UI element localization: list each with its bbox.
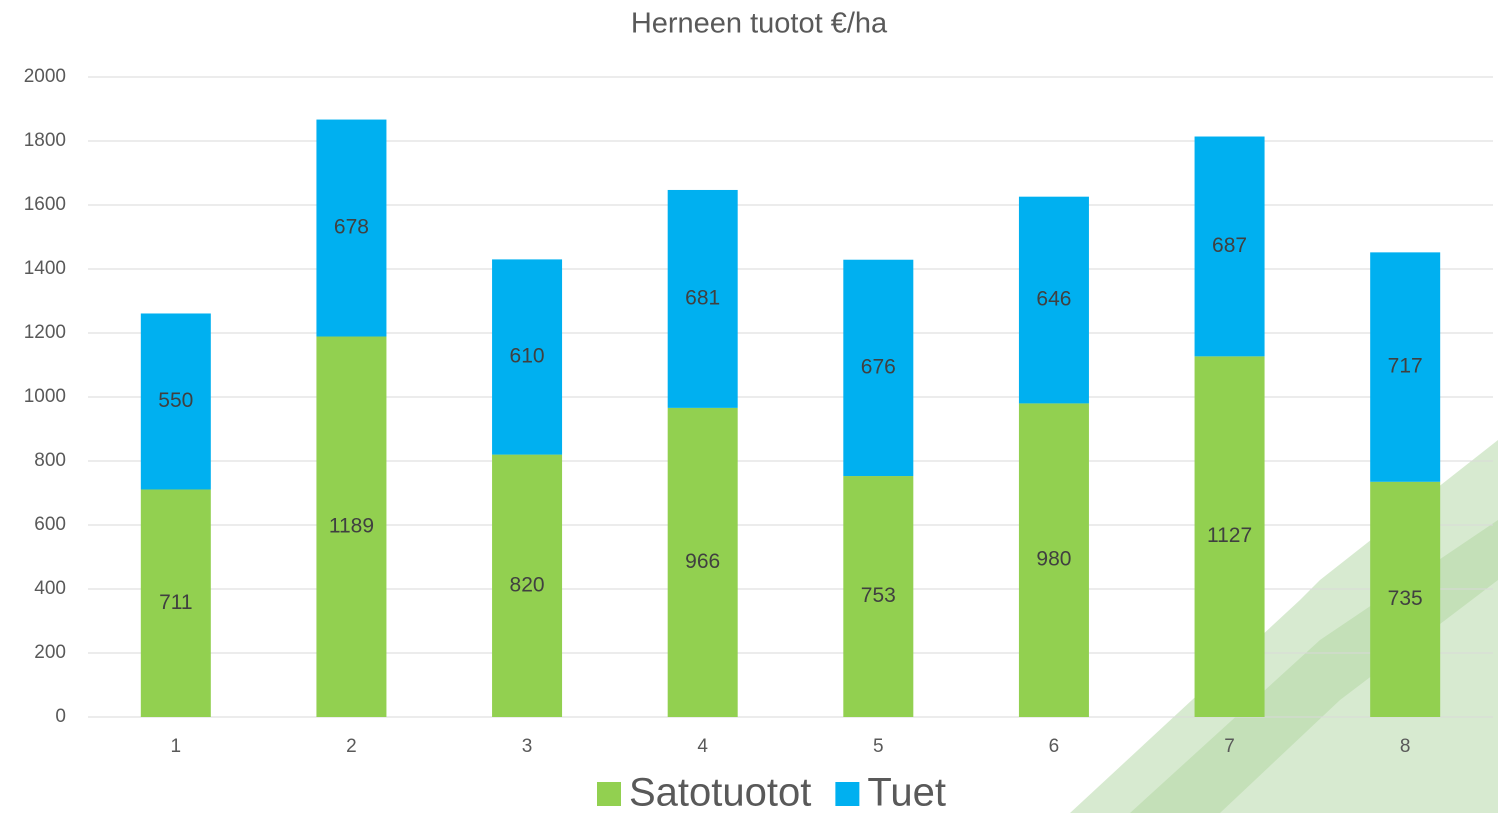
y-tick-label: 1800 xyxy=(24,130,66,151)
x-tick-label: 6 xyxy=(1049,736,1060,757)
legend-swatch xyxy=(835,782,860,806)
legend-label: Satotuotot xyxy=(629,771,811,813)
bar-segment xyxy=(316,336,387,717)
data-label: 610 xyxy=(510,345,545,368)
data-label: 711 xyxy=(159,591,192,614)
bar-segment xyxy=(140,489,211,717)
x-tick-label: 2 xyxy=(346,736,357,757)
y-tick-label: 600 xyxy=(34,514,66,535)
y-tick-label: 800 xyxy=(34,450,66,471)
x-tick-label: 4 xyxy=(697,736,708,757)
bar-segment xyxy=(140,313,211,490)
data-label: 681 xyxy=(685,286,720,309)
x-tick-label: 3 xyxy=(522,736,533,757)
bar-segment xyxy=(1194,136,1265,357)
y-tick-label: 1200 xyxy=(24,322,66,343)
legend-label: Tuet xyxy=(867,771,946,813)
data-label: 646 xyxy=(1036,288,1071,311)
y-tick-label: 400 xyxy=(34,578,66,599)
y-tick-label: 2000 xyxy=(24,66,66,87)
data-label: 966 xyxy=(685,550,720,573)
data-label: 980 xyxy=(1036,548,1071,571)
bar-segment xyxy=(1370,252,1441,482)
bar-segment xyxy=(843,259,914,477)
data-label: 687 xyxy=(1212,234,1247,257)
data-label: 1127 xyxy=(1207,524,1252,547)
y-tick-label: 1600 xyxy=(24,194,66,215)
y-tick-label: 1400 xyxy=(24,258,66,279)
y-tick-label: 0 xyxy=(55,706,66,727)
chart-title: Herneen tuotot €/ha xyxy=(631,8,888,40)
x-tick-label: 1 xyxy=(171,736,182,757)
bar-segment xyxy=(667,407,738,717)
bar-segment xyxy=(843,476,914,717)
bar-segment xyxy=(667,189,738,408)
data-label: 753 xyxy=(861,584,896,607)
x-tick-label: 8 xyxy=(1400,736,1411,757)
data-label: 1189 xyxy=(329,514,374,537)
data-label: 735 xyxy=(1388,587,1423,610)
bar-segment xyxy=(1370,481,1441,717)
bar-segment xyxy=(316,119,387,337)
y-tick-label: 200 xyxy=(34,642,66,663)
bar-segment xyxy=(492,259,563,455)
bar-segment xyxy=(492,454,563,717)
x-tick-label: 5 xyxy=(873,736,884,757)
bar-segment xyxy=(1018,196,1089,404)
data-label: 676 xyxy=(861,355,896,378)
data-label: 550 xyxy=(158,389,193,412)
x-tick-label: 7 xyxy=(1224,736,1235,757)
data-label: 717 xyxy=(1388,355,1423,378)
legend-swatch xyxy=(597,782,621,806)
bar-segment xyxy=(1018,403,1089,717)
data-label: 820 xyxy=(510,573,545,596)
data-label: 678 xyxy=(334,216,369,239)
y-tick-label: 1000 xyxy=(24,386,66,407)
bar-segment xyxy=(1194,356,1265,717)
